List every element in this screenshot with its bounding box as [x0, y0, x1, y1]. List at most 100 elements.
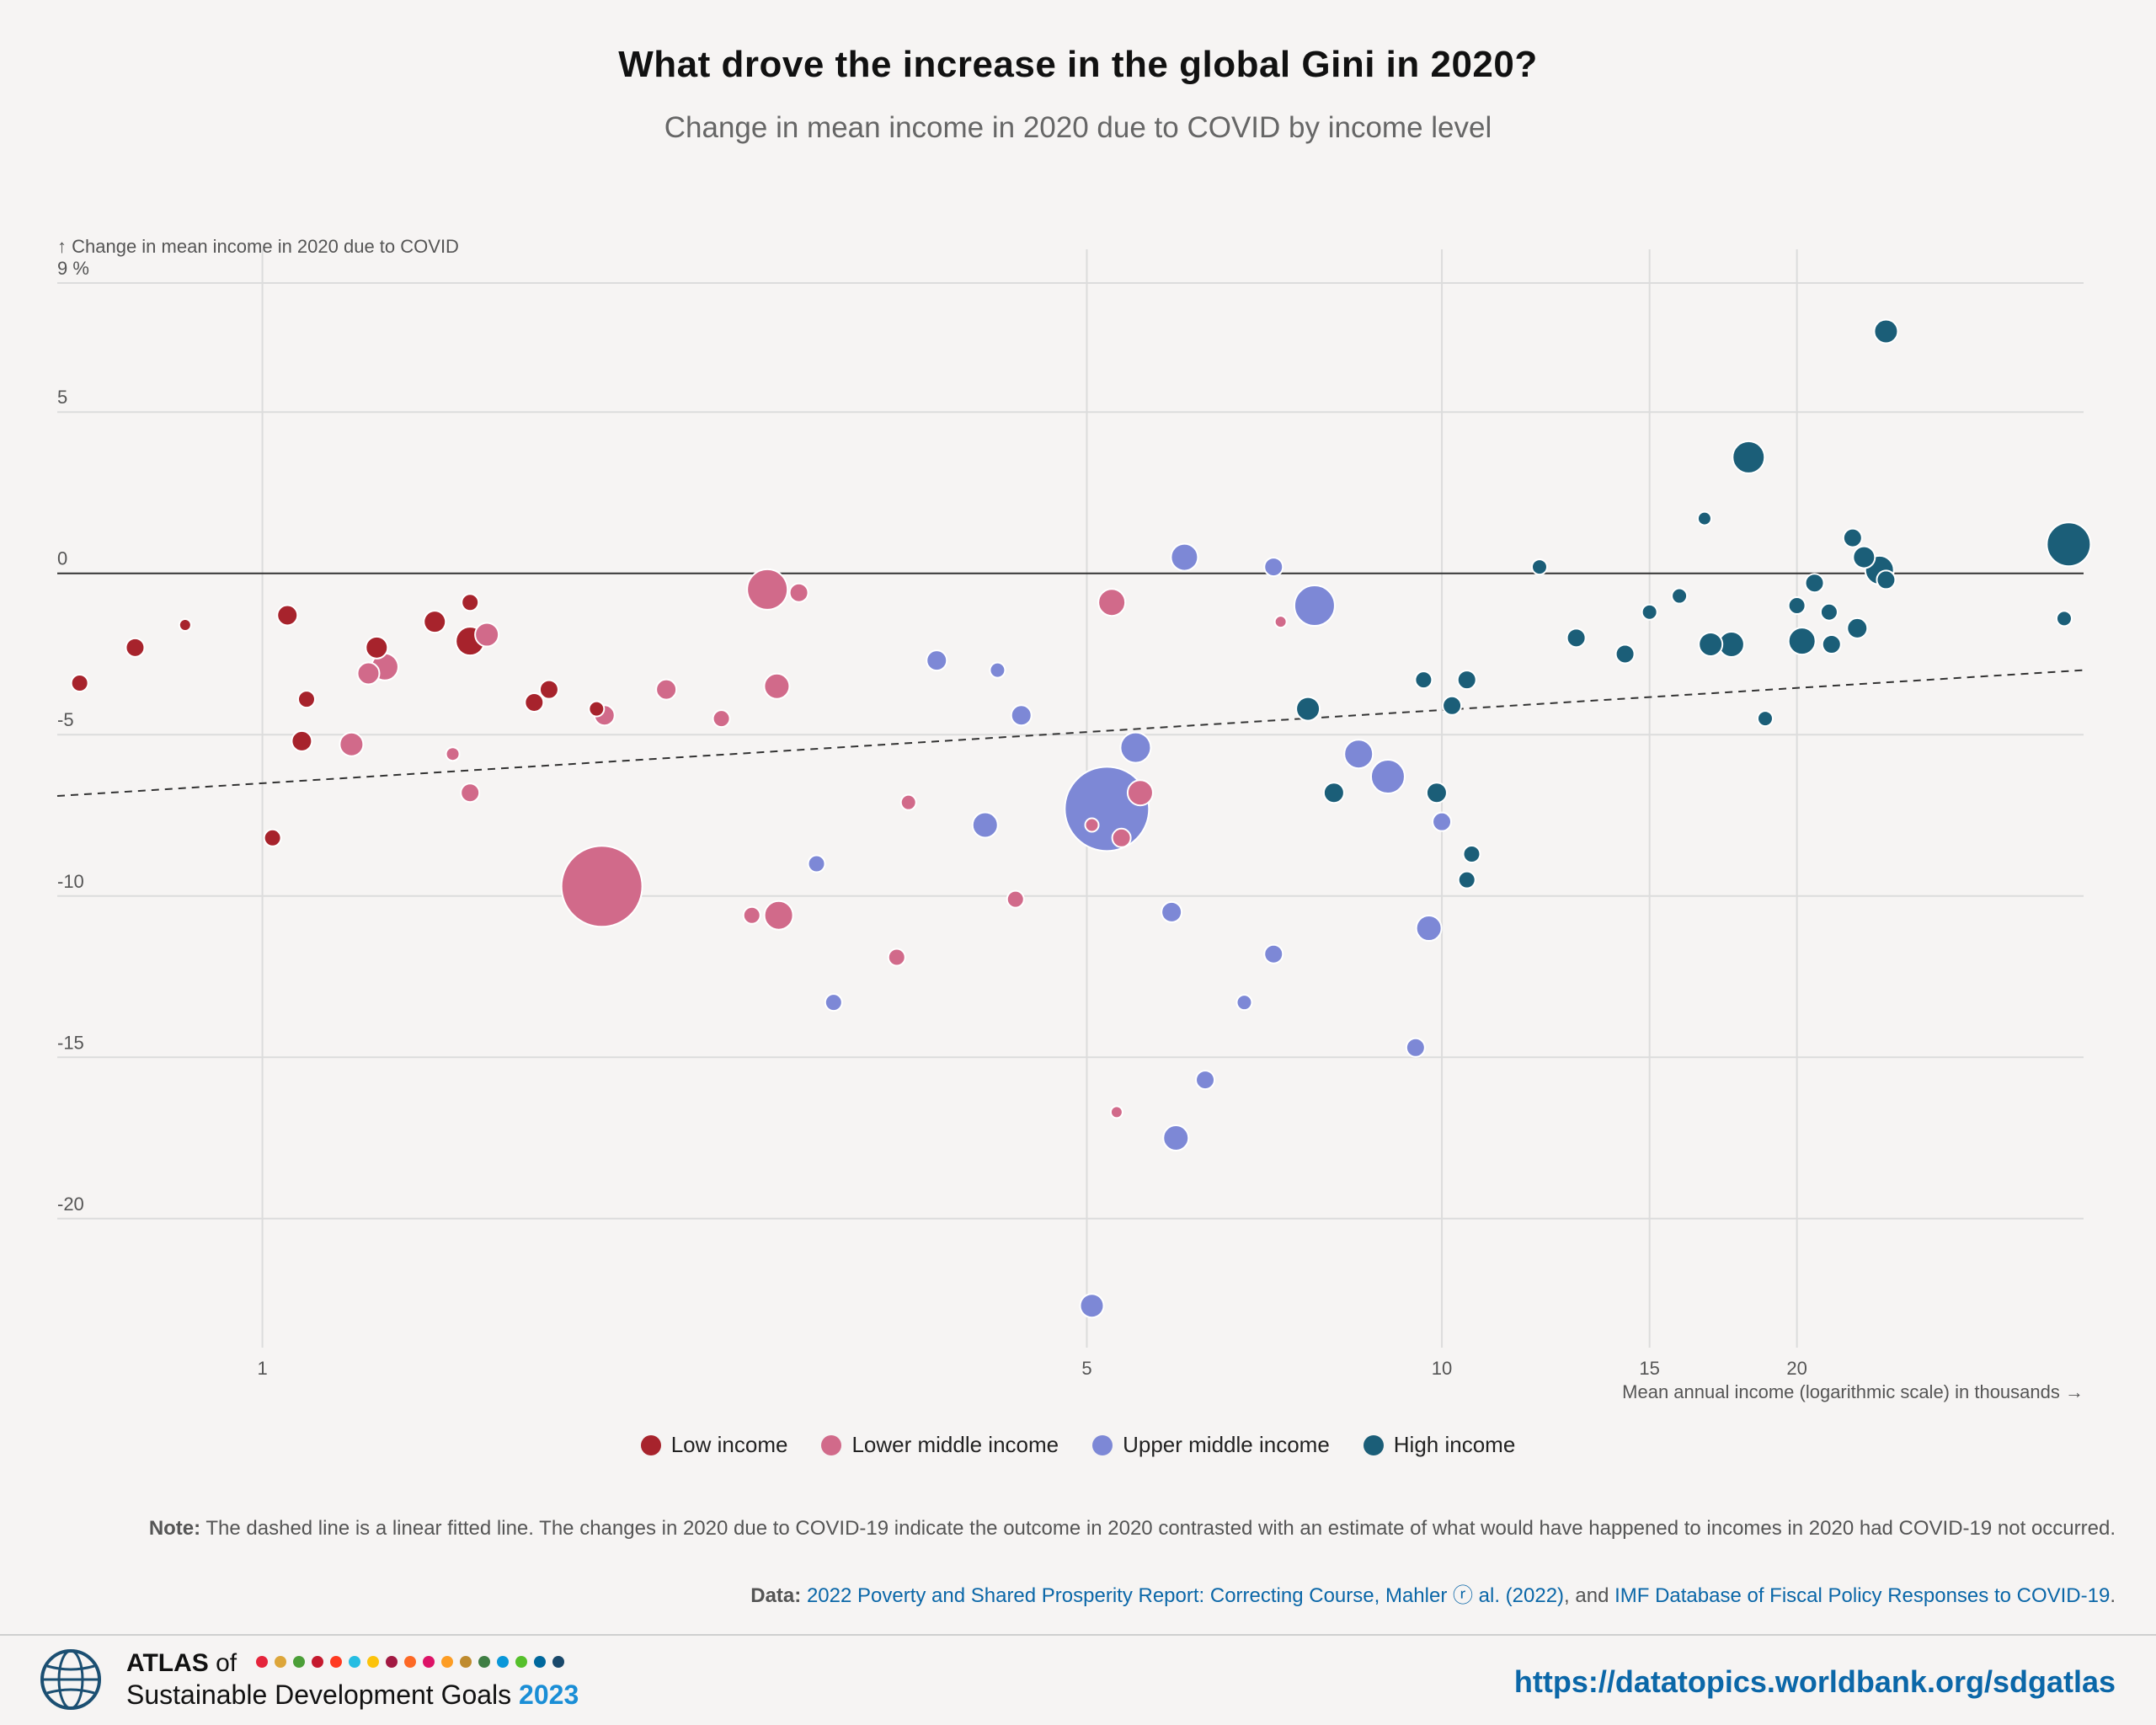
upper-middle-income-point[interactable] [1343, 739, 1374, 770]
lower-middle-income-point[interactable] [763, 900, 794, 931]
low-income-point[interactable] [125, 637, 146, 658]
high-income-point[interactable] [1787, 627, 1817, 656]
high-income-point[interactable] [2046, 521, 2092, 568]
lower-middle-income-point[interactable] [1111, 827, 1132, 848]
lower-middle-income-point[interactable] [899, 793, 917, 811]
high-income-point[interactable] [1641, 603, 1658, 621]
upper-middle-income-point[interactable] [1119, 731, 1152, 764]
low-income-point[interactable] [461, 593, 480, 612]
low-income-point[interactable] [524, 692, 545, 713]
lower-middle-income-point[interactable] [763, 672, 791, 700]
high-income-point[interactable] [1842, 527, 1863, 548]
low-income-point[interactable] [276, 604, 299, 627]
upper-middle-income-point[interactable] [807, 854, 826, 873]
footer-url-link[interactable]: https://datatopics.worldbank.org/sdgatla… [1513, 1664, 2116, 1699]
high-income-point[interactable] [1732, 440, 1766, 474]
high-income-point[interactable] [1530, 558, 1548, 576]
upper-middle-income-point[interactable] [1195, 1070, 1216, 1091]
lower-middle-income-point[interactable] [655, 678, 678, 701]
legend-item-upper-middle-income[interactable]: Upper middle income [1092, 1432, 1330, 1458]
upper-middle-income-point[interactable] [1405, 1037, 1426, 1058]
legend-item-high-income[interactable]: High income [1363, 1432, 1515, 1458]
low-income-point[interactable] [70, 673, 89, 692]
world-bank-globe-icon[interactable] [39, 1648, 103, 1712]
data-link-imf[interactable]: IMF Database of Fiscal Policy Responses … [1614, 1584, 2111, 1607]
high-income-point[interactable] [1442, 695, 1463, 716]
upper-middle-income-point[interactable] [1293, 585, 1336, 628]
low-income-point[interactable] [423, 610, 447, 634]
data-link-pspr[interactable]: 2022 Poverty and Shared Prosperity Repor… [806, 1584, 1565, 1607]
lower-middle-income-point[interactable] [1109, 1105, 1123, 1119]
upper-middle-income-point[interactable] [1432, 811, 1453, 832]
high-income-point[interactable] [1456, 670, 1477, 691]
high-income-point[interactable] [1876, 569, 1897, 590]
upper-middle-income-point[interactable] [1415, 915, 1443, 943]
lower-middle-income-point[interactable] [1084, 817, 1100, 833]
high-income-point[interactable] [1425, 782, 1448, 804]
high-income-point[interactable] [1852, 545, 1876, 569]
lower-middle-income-point[interactable] [356, 661, 381, 686]
high-income-point[interactable] [1819, 602, 1838, 622]
upper-middle-income-point[interactable] [1263, 557, 1284, 578]
sdg-dot [460, 1656, 472, 1668]
lower-middle-income-point[interactable] [1273, 615, 1288, 629]
upper-middle-income-point[interactable] [1263, 943, 1284, 964]
high-income-point[interactable] [1566, 628, 1587, 649]
sdg-dot [349, 1656, 360, 1668]
lower-middle-income-point[interactable] [474, 622, 500, 648]
high-income-point[interactable] [1821, 633, 1842, 654]
low-income-point[interactable] [538, 679, 559, 700]
high-income-point[interactable] [1462, 844, 1481, 863]
low-income-point[interactable] [263, 828, 282, 847]
high-income-point[interactable] [1696, 510, 1712, 526]
sdg-dot [534, 1656, 546, 1668]
upper-middle-income-point[interactable] [1162, 1124, 1190, 1152]
lower-middle-income-point[interactable] [1006, 889, 1025, 909]
lower-middle-income-point[interactable] [788, 582, 809, 603]
low-income-point[interactable] [588, 700, 606, 718]
low-income-point[interactable] [178, 618, 192, 633]
upper-middle-income-point[interactable] [926, 649, 948, 672]
lower-middle-income-point[interactable] [746, 568, 789, 611]
low-income-point[interactable] [296, 690, 316, 709]
upper-middle-income-point[interactable] [1161, 900, 1183, 923]
high-income-point[interactable] [1756, 710, 1774, 728]
low-income-point[interactable] [291, 729, 313, 752]
high-income-point[interactable] [2055, 610, 2073, 628]
high-income-point[interactable] [1295, 696, 1321, 722]
legend-item-low-income[interactable]: Low income [640, 1432, 788, 1458]
high-income-point[interactable] [1873, 318, 1899, 344]
lower-middle-income-point[interactable] [712, 709, 731, 729]
lower-middle-income-point[interactable] [560, 845, 643, 928]
lower-middle-income-point[interactable] [887, 948, 906, 967]
high-income-point[interactable] [1787, 596, 1806, 616]
upper-middle-income-point[interactable] [1064, 766, 1150, 852]
high-income-point[interactable] [1414, 670, 1433, 690]
upper-middle-income-point[interactable] [971, 811, 999, 839]
sdg-dot [441, 1656, 453, 1668]
legend-label: Low income [670, 1432, 788, 1457]
lower-middle-income-point[interactable] [742, 905, 761, 925]
upper-middle-income-point[interactable] [1170, 542, 1199, 572]
upper-middle-income-point[interactable] [824, 993, 843, 1012]
lower-middle-income-point[interactable] [445, 746, 461, 762]
upper-middle-income-point[interactable] [1079, 1293, 1105, 1319]
high-income-point[interactable] [1698, 631, 1724, 657]
upper-middle-income-point[interactable] [1369, 759, 1406, 795]
high-income-point[interactable] [1457, 870, 1476, 889]
upper-middle-income-point[interactable] [989, 661, 1006, 679]
lower-middle-income-point[interactable] [1126, 779, 1154, 807]
x-tick-label: 10 [1432, 1358, 1452, 1379]
lower-middle-income-point[interactable] [460, 782, 481, 804]
high-income-point[interactable] [1614, 644, 1636, 665]
lower-middle-income-point[interactable] [1097, 588, 1127, 617]
high-income-point[interactable] [1671, 587, 1689, 605]
high-income-point[interactable] [1846, 617, 1869, 639]
legend-item-lower-middle-income[interactable]: Lower middle income [821, 1432, 1059, 1458]
high-income-point[interactable] [1322, 782, 1345, 804]
low-income-point[interactable] [365, 635, 389, 660]
upper-middle-income-point[interactable] [1235, 994, 1253, 1012]
lower-middle-income-point[interactable] [339, 731, 365, 757]
upper-middle-income-point[interactable] [1010, 704, 1033, 727]
high-income-point[interactable] [1804, 573, 1825, 594]
